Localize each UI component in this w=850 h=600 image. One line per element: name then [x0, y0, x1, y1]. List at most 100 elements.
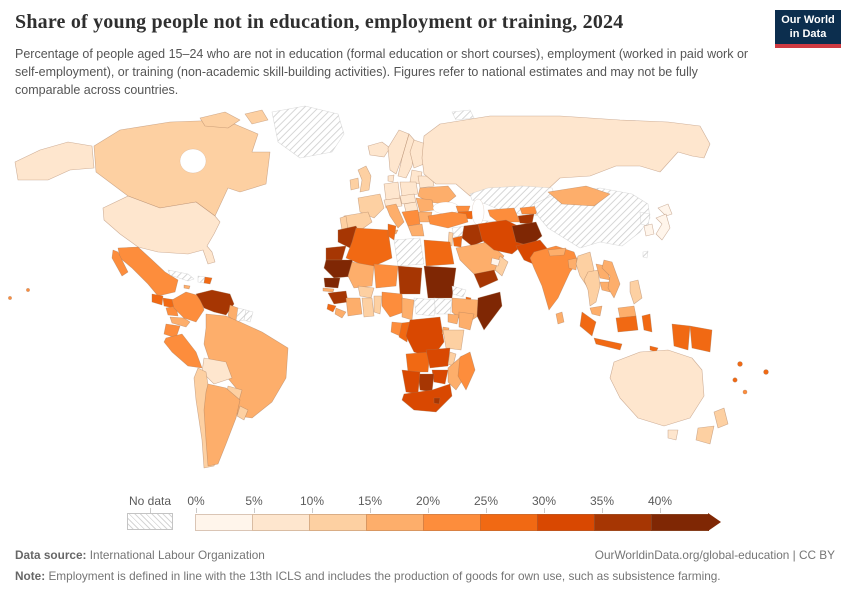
country-cote-divoire[interactable]: [345, 297, 363, 317]
country-somalia[interactable]: [476, 291, 503, 331]
country-south-sudan[interactable]: [433, 297, 453, 315]
country-eritrea[interactable]: [451, 285, 467, 298]
country-sudan[interactable]: [423, 265, 457, 299]
country-indonesia-kalimantan[interactable]: [615, 315, 639, 333]
country-greenland[interactable]: [271, 105, 345, 159]
country-uruguay[interactable]: [236, 405, 249, 421]
country-zambia[interactable]: [425, 347, 451, 369]
country-guatemala[interactable]: [151, 293, 164, 306]
country-vanuatu[interactable]: [732, 377, 738, 383]
legend-color-bar[interactable]: [195, 513, 721, 531]
country-taiwan[interactable]: [642, 250, 649, 259]
country-jordan[interactable]: [452, 235, 463, 248]
country-libya[interactable]: [393, 237, 425, 267]
country-poland[interactable]: [399, 181, 419, 197]
country-india[interactable]: [529, 245, 579, 311]
country-malaysia[interactable]: [589, 305, 603, 317]
country-pacific-islands-2[interactable]: [26, 288, 30, 292]
country-fiji[interactable]: [763, 369, 769, 375]
country-western-sahara[interactable]: [325, 245, 347, 261]
country-peru[interactable]: [163, 333, 203, 369]
country-italy[interactable]: [385, 203, 405, 229]
country-north-korea[interactable]: [639, 211, 651, 227]
country-japan-hokkaido[interactable]: [657, 203, 673, 217]
country-chad[interactable]: [397, 265, 423, 295]
country-burkina-faso[interactable]: [357, 285, 375, 299]
country-svalbard[interactable]: [451, 109, 475, 121]
country-sierra-leone[interactable]: [326, 303, 337, 313]
country-central-african-republic[interactable]: [413, 297, 437, 317]
country-senegal[interactable]: [323, 277, 341, 289]
country-zimbabwe[interactable]: [431, 369, 449, 385]
country-turkey[interactable]: [427, 211, 469, 229]
country-balkans[interactable]: [401, 209, 421, 227]
country-papua-new-guinea[interactable]: [689, 325, 713, 353]
country-colombia[interactable]: [171, 291, 205, 323]
country-kenya[interactable]: [458, 311, 475, 331]
country-egypt[interactable]: [423, 239, 455, 267]
country-gambia[interactable]: [322, 287, 335, 293]
country-bangladesh[interactable]: [567, 257, 578, 271]
country-new-zealand-south[interactable]: [695, 425, 715, 445]
country-iceland[interactable]: [367, 141, 391, 158]
legend-no-data[interactable]: No data: [127, 494, 173, 534]
country-uganda[interactable]: [447, 313, 460, 325]
country-vietnam[interactable]: [601, 259, 621, 299]
country-indonesia-sulawesi[interactable]: [641, 313, 653, 333]
country-thailand[interactable]: [583, 269, 601, 307]
country-romania[interactable]: [415, 197, 435, 213]
country-angola[interactable]: [405, 351, 431, 373]
country-south-africa[interactable]: [401, 383, 453, 413]
country-new-caledonia[interactable]: [742, 389, 748, 395]
country-togo-benin[interactable]: [373, 295, 383, 315]
country-france[interactable]: [357, 193, 385, 219]
owid-logo[interactable]: Our World in Data: [775, 10, 841, 48]
country-yemen[interactable]: [473, 269, 499, 289]
country-canada-arctic2[interactable]: [244, 109, 269, 125]
country-ghana[interactable]: [361, 297, 375, 318]
country-uk[interactable]: [357, 165, 372, 193]
country-sweden[interactable]: [397, 133, 417, 179]
country-tanzania[interactable]: [442, 329, 465, 351]
country-argentina[interactable]: [203, 383, 241, 467]
country-guinea[interactable]: [327, 290, 349, 305]
country-south-korea[interactable]: [643, 223, 655, 237]
country-russia[interactable]: [421, 115, 711, 197]
country-mexico-baja[interactable]: [111, 249, 129, 277]
country-lesotho[interactable]: [433, 397, 441, 405]
country-japan-honshu[interactable]: [655, 213, 671, 241]
country-nepal[interactable]: [547, 247, 567, 257]
country-nigeria[interactable]: [381, 291, 405, 318]
country-sri-lanka[interactable]: [555, 311, 565, 325]
country-cuba[interactable]: [167, 269, 195, 282]
country-liberia[interactable]: [334, 307, 347, 319]
country-bolivia[interactable]: [201, 357, 233, 385]
country-germany[interactable]: [383, 181, 401, 201]
country-denmark[interactable]: [387, 174, 395, 183]
country-greece[interactable]: [407, 223, 425, 237]
country-venezuela[interactable]: [195, 289, 235, 316]
footer-credit-link[interactable]: OurWorldinData.org/global-education | CC…: [594, 548, 835, 562]
country-usa-alaska[interactable]: [14, 141, 95, 181]
country-kyrgyzstan[interactable]: [519, 205, 539, 215]
country-australia[interactable]: [609, 349, 705, 427]
country-namibia[interactable]: [401, 369, 421, 395]
country-mexico[interactable]: [117, 246, 179, 297]
country-dominican-republic[interactable]: [203, 276, 213, 285]
country-uzbekistan[interactable]: [487, 207, 521, 223]
country-mali[interactable]: [347, 261, 375, 289]
country-costarica-panama[interactable]: [169, 316, 191, 328]
country-niger[interactable]: [373, 263, 399, 289]
country-madagascar[interactable]: [457, 351, 476, 391]
country-indonesia-sumatra[interactable]: [579, 311, 597, 337]
country-indonesia-java[interactable]: [593, 337, 623, 351]
country-canada-arctic1[interactable]: [199, 111, 241, 129]
country-mongolia[interactable]: [547, 185, 611, 207]
country-french-guiana[interactable]: [243, 309, 254, 323]
country-cameroon[interactable]: [401, 297, 415, 321]
country-new-zealand-north[interactable]: [713, 407, 729, 429]
country-ireland[interactable]: [349, 177, 360, 191]
country-solomon-islands[interactable]: [737, 361, 743, 367]
country-botswana[interactable]: [417, 373, 435, 393]
country-pacific-islands-1[interactable]: [8, 296, 12, 300]
